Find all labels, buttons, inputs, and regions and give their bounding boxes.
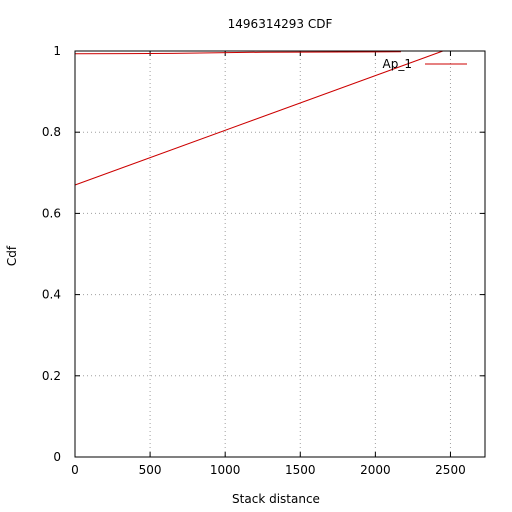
x-tick-label: 2500: [435, 463, 466, 477]
y-tick-label: 0.2: [42, 369, 61, 383]
x-tick-label: 1000: [210, 463, 241, 477]
y-tick-label: 0: [53, 450, 61, 464]
y-tick-label: 1: [53, 44, 61, 58]
x-tick-label: 0: [71, 463, 79, 477]
legend: Ap_1: [383, 57, 467, 71]
y-tick-label: 0.8: [42, 125, 61, 139]
series-line: [75, 51, 443, 185]
y-tick-labels: 0 0.2 0.4 0.6 0.8 1: [42, 44, 61, 464]
series-line: [75, 52, 401, 54]
x-tick-label: 1500: [285, 463, 316, 477]
y-axis-label: Cdf: [5, 245, 19, 266]
legend-label: Ap_1: [383, 57, 412, 71]
x-axis-label: Stack distance: [232, 492, 320, 506]
x-tick-label: 500: [139, 463, 162, 477]
grid-lines: [75, 51, 485, 457]
tick-marks: [75, 51, 485, 457]
chart-title: 1496314293 CDF: [228, 17, 333, 31]
y-tick-label: 0.4: [42, 288, 61, 302]
plot-frame: [75, 51, 485, 457]
x-tick-labels: 0 500 1000 1500 2000 2500: [71, 463, 466, 477]
x-tick-label: 2000: [360, 463, 391, 477]
y-tick-label: 0.6: [42, 206, 61, 220]
series-layer: [75, 51, 443, 185]
